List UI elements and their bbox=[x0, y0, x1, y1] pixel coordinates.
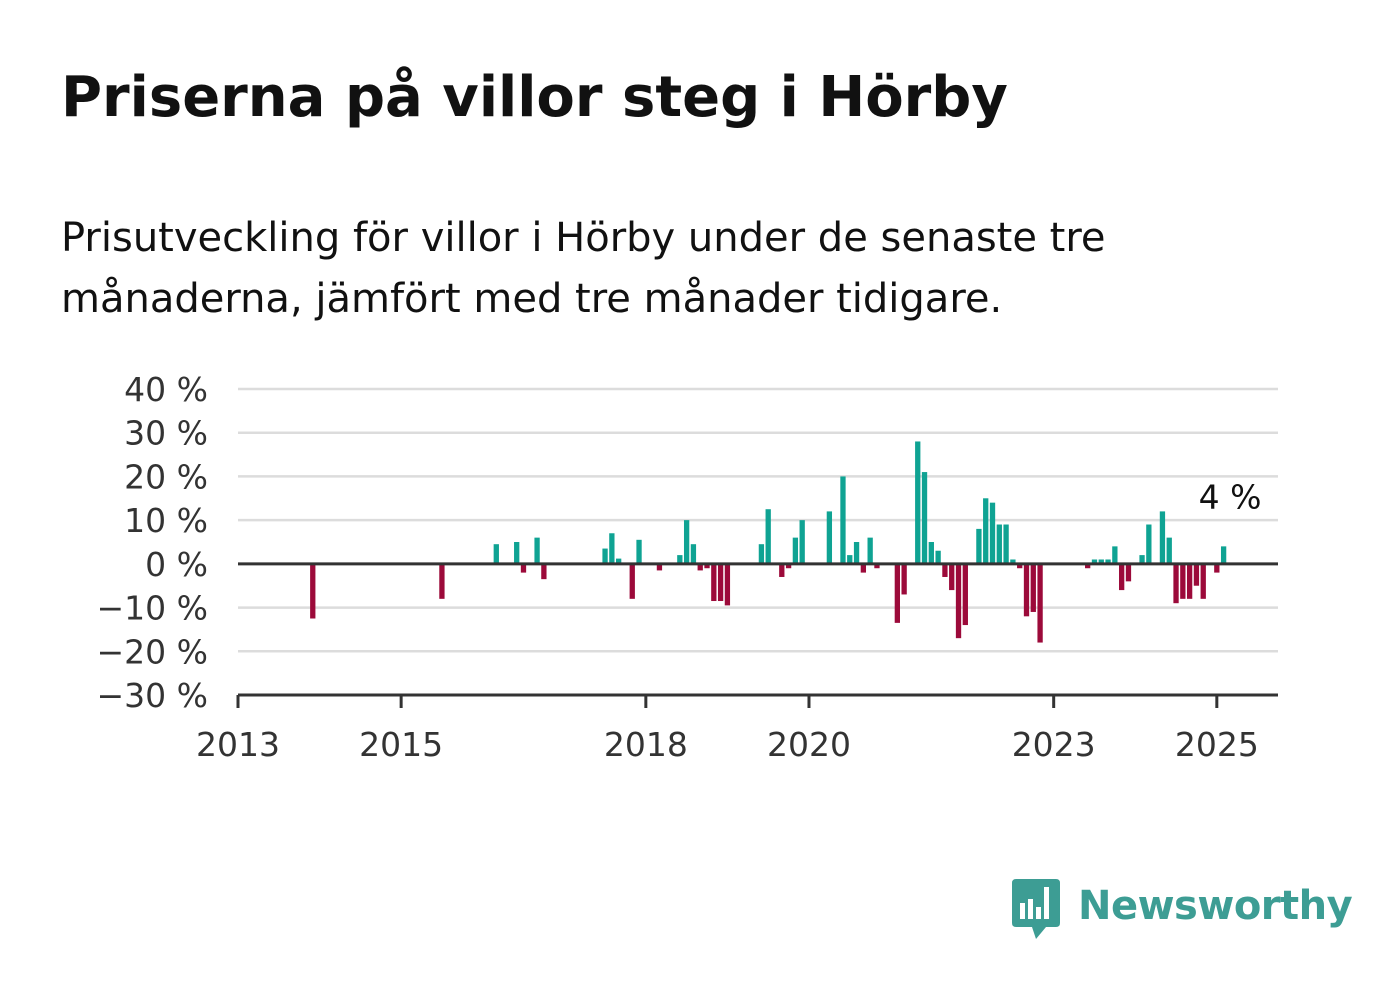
bar-positive bbox=[799, 520, 805, 564]
bar-negative bbox=[1125, 563, 1132, 582]
chart-title: Priserna på villor steg i Hörby bbox=[61, 65, 1008, 130]
bar-negative bbox=[901, 563, 907, 595]
y-tick-label: 10 % bbox=[124, 501, 208, 540]
bar-positive bbox=[1010, 559, 1016, 564]
bar-positive bbox=[1003, 524, 1009, 564]
bar-positive bbox=[989, 502, 996, 564]
bar-negative bbox=[520, 563, 527, 573]
bar-positive bbox=[935, 550, 941, 564]
bar-positive bbox=[534, 537, 540, 564]
bar-negative bbox=[1119, 563, 1125, 591]
bar-negative bbox=[955, 563, 962, 639]
bar-positive bbox=[602, 548, 608, 564]
bar-positive bbox=[840, 476, 846, 564]
bar-positive bbox=[921, 472, 928, 564]
bar-positive bbox=[1166, 537, 1172, 564]
x-tick-label: 2013 bbox=[196, 725, 280, 764]
bar-positive bbox=[976, 528, 982, 564]
bar-negative bbox=[1193, 563, 1200, 586]
bar-negative bbox=[1037, 563, 1043, 643]
bar-negative bbox=[1017, 563, 1023, 569]
bar-positive bbox=[1139, 555, 1145, 564]
bar-negative bbox=[724, 563, 731, 606]
bar-positive bbox=[853, 542, 860, 564]
bar-negative bbox=[779, 563, 785, 577]
bar-negative bbox=[949, 563, 955, 591]
bar-negative bbox=[874, 563, 880, 569]
bar-positive bbox=[1159, 511, 1166, 564]
brand-name: Newsworthy bbox=[1078, 883, 1353, 929]
y-tick-label: −10 % bbox=[97, 589, 209, 628]
bar-positive bbox=[996, 524, 1002, 564]
x-tick-label: 2023 bbox=[1012, 725, 1096, 764]
axes bbox=[236, 562, 1278, 708]
bar-positive bbox=[616, 558, 622, 564]
x-tick-label: 2025 bbox=[1175, 725, 1259, 764]
bar-negative bbox=[785, 563, 792, 569]
bar-negative bbox=[860, 563, 867, 573]
y-tick-label: −30 % bbox=[97, 676, 209, 715]
y-tick-label: 0 % bbox=[145, 545, 208, 584]
y-tick-label: 20 % bbox=[124, 457, 208, 496]
bar-negative bbox=[697, 563, 703, 571]
bar-positive bbox=[609, 533, 615, 564]
bar-positive bbox=[1112, 546, 1118, 564]
x-tick-label: 2015 bbox=[359, 725, 443, 764]
bar-positive bbox=[514, 542, 520, 564]
bar-positive bbox=[1105, 559, 1111, 564]
bar-positive bbox=[493, 544, 499, 564]
bar-negative bbox=[656, 563, 663, 571]
bar-negative bbox=[894, 563, 900, 623]
bar-positive bbox=[690, 544, 697, 564]
bar-positive bbox=[792, 537, 799, 564]
bar-positive bbox=[1146, 524, 1152, 564]
bar-negative bbox=[1023, 563, 1030, 617]
bar-positive bbox=[758, 544, 765, 564]
bar-positive bbox=[1098, 559, 1104, 564]
bar-negative bbox=[629, 563, 635, 599]
gridlines bbox=[238, 387, 1278, 653]
bar-positive bbox=[1091, 559, 1098, 564]
bar-negative bbox=[1030, 563, 1036, 612]
bar-negative bbox=[962, 563, 968, 626]
bar-negative bbox=[541, 563, 547, 580]
bar-negative bbox=[704, 563, 710, 569]
bar-negative bbox=[1085, 563, 1091, 569]
x-tick-label: 2018 bbox=[604, 725, 688, 764]
bar-positive bbox=[928, 542, 934, 564]
bar-negative bbox=[1200, 563, 1206, 599]
bar-positive bbox=[847, 555, 853, 564]
y-tick-label: 40 % bbox=[124, 370, 208, 409]
chart-subtitle: Prisutveckling för villor i Hörby under … bbox=[61, 215, 1106, 322]
bar-positive bbox=[867, 537, 873, 564]
bar-negative bbox=[711, 563, 717, 602]
y-tick-label: −20 % bbox=[97, 632, 209, 671]
bar-negative bbox=[942, 563, 948, 577]
newsworthy-logo-icon bbox=[1012, 879, 1060, 939]
bar-negative bbox=[1173, 563, 1179, 604]
bar-positive bbox=[915, 441, 921, 564]
bar-positive bbox=[677, 555, 683, 564]
bar-negative bbox=[1186, 563, 1193, 599]
bar-positive bbox=[1220, 546, 1227, 564]
bar-negative bbox=[1180, 563, 1186, 599]
tick-labels: 40 % 30 % 20 % 10 % 0 % −10 % −20 % −30 % 2013 20… bbox=[97, 370, 1262, 764]
brand: Newsworthy bbox=[1012, 878, 1353, 942]
x-tick-label: 2020 bbox=[767, 725, 851, 764]
bar-negative bbox=[1214, 563, 1220, 573]
bars bbox=[310, 441, 1227, 643]
latest-value-annotation: 4 % bbox=[1199, 477, 1262, 516]
bar-positive bbox=[826, 511, 833, 564]
bar-positive bbox=[636, 539, 642, 564]
bar-negative bbox=[717, 563, 724, 602]
bar-positive bbox=[683, 520, 690, 564]
y-tick-label: 30 % bbox=[124, 414, 208, 453]
bar-negative bbox=[310, 563, 316, 619]
bar-positive bbox=[983, 498, 989, 564]
bar-negative bbox=[439, 563, 445, 599]
bar-positive bbox=[765, 509, 771, 564]
